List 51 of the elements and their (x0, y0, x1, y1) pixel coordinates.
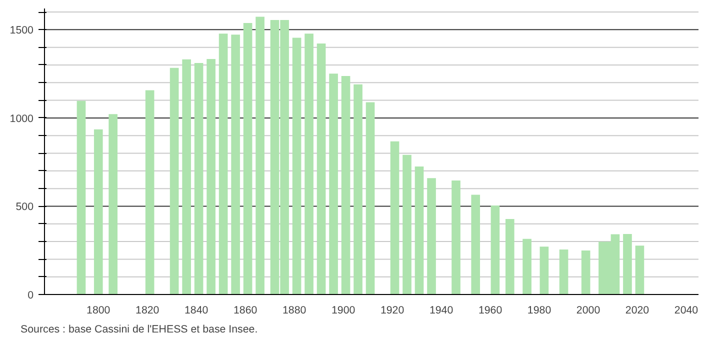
bar (354, 84, 362, 294)
bar (292, 38, 302, 294)
bar (341, 76, 350, 294)
bar (635, 246, 644, 294)
bar (623, 234, 632, 294)
bar (182, 59, 191, 294)
bar (256, 16, 264, 294)
bar (581, 250, 590, 294)
bar (304, 34, 314, 294)
bar (414, 166, 424, 294)
x-tick-label: 1820 (136, 304, 160, 316)
y-tick-label: 1000 (10, 112, 34, 125)
x-tick-label: 2020 (625, 304, 650, 316)
x-tick-label: 1920 (380, 304, 404, 316)
bar (471, 194, 480, 294)
bar (316, 43, 326, 294)
bar (231, 34, 240, 294)
bar (540, 246, 549, 294)
x-tick-label: 1940 (429, 304, 454, 316)
x-tick-label: 1800 (86, 304, 110, 316)
x-tick-label: 1840 (184, 304, 208, 316)
bar (559, 249, 568, 294)
bar (194, 63, 204, 294)
x-tick-label: 1860 (234, 304, 258, 316)
bar (452, 180, 460, 294)
x-tick-label: 2040 (674, 304, 698, 316)
y-tick-label: 500 (16, 201, 34, 214)
bar (427, 178, 436, 294)
bar (243, 22, 252, 294)
bar (390, 141, 400, 294)
bar (94, 129, 103, 294)
bar (402, 154, 412, 294)
x-tick-label: 1900 (331, 304, 356, 316)
bar (490, 206, 500, 294)
bar (76, 100, 86, 294)
y-tick-label: 1500 (10, 24, 34, 37)
bar (329, 74, 338, 294)
y-tick-label: 0 (28, 290, 34, 302)
bar (206, 58, 216, 294)
bar (145, 90, 154, 294)
x-tick-label: 1980 (527, 304, 552, 316)
bar (522, 238, 532, 294)
bar (505, 218, 514, 294)
x-tick-label: 1880 (282, 304, 306, 316)
bar (218, 34, 228, 294)
x-tick-label: 1960 (478, 304, 502, 316)
source-note: Sources : base Cassini de l'EHESS et base Insee. (20, 324, 258, 336)
bar (108, 114, 118, 294)
bar (170, 68, 179, 294)
bar (366, 102, 375, 294)
x-tick-label: 2000 (576, 304, 600, 316)
